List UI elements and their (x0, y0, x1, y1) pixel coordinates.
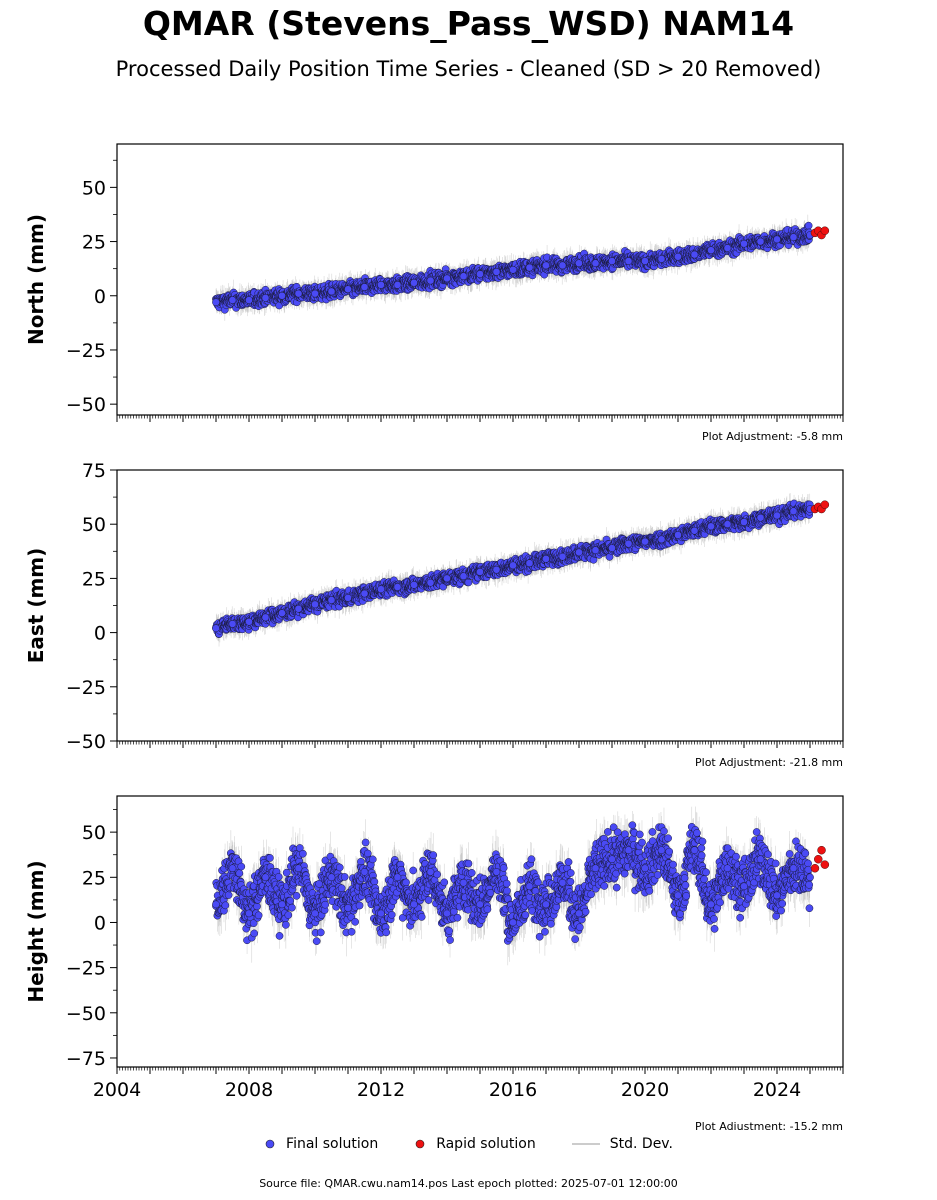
final-point (525, 263, 534, 272)
final-point (773, 235, 781, 244)
final-point (212, 298, 220, 307)
final-point (624, 257, 633, 265)
y-tick-label: −25 (66, 340, 106, 362)
final-points-0 (212, 221, 814, 314)
final-point (558, 261, 567, 270)
y-tick-label: −50 (66, 394, 106, 416)
final-point (459, 272, 468, 281)
final-point (789, 233, 798, 242)
final-point (360, 283, 369, 291)
final-point (575, 259, 583, 268)
final-point (542, 261, 550, 270)
chart-title: QMAR (Stevens_Pass_WSD) NAM14 (142, 4, 795, 43)
final-point (723, 244, 732, 252)
final-point (393, 281, 402, 289)
y-tick-label: 50 (82, 177, 106, 199)
final-point (509, 265, 517, 274)
final-point (228, 296, 237, 304)
final-point (608, 257, 616, 265)
final-point (311, 289, 319, 298)
final-point (294, 289, 303, 298)
y-axis-label: North (mm) (24, 214, 48, 345)
plot-area-0 (212, 214, 830, 321)
final-point (443, 274, 451, 283)
final-point (261, 294, 270, 302)
final-point (245, 296, 253, 304)
final-point (476, 270, 484, 278)
final-point (674, 252, 682, 261)
rapid-points-0 (810, 226, 830, 240)
plot-area-1 (212, 493, 830, 647)
final-point (278, 291, 286, 300)
y-tick-label: 0 (94, 286, 106, 308)
final-point (327, 287, 336, 296)
chart-panels: −50 −25 0 25 50 North (mm) Plot Adjustment: -5… (24, 143, 844, 1130)
final-point (344, 285, 352, 294)
plot-adjustment: Plot Adjustment: -5.8 mm (702, 430, 843, 443)
final-point (756, 237, 765, 246)
final-point (707, 246, 715, 255)
final-point (377, 281, 385, 289)
final-point (641, 257, 649, 265)
rapid-point (820, 226, 830, 235)
final-point (657, 255, 666, 263)
y-tick-label: 25 (82, 232, 106, 254)
chart-subtitle: Processed Daily Position Time Series - C… (115, 57, 822, 81)
final-point (410, 278, 418, 287)
panel-0: −50 −25 0 25 50 North (mm) Plot Adjustment: -5… (24, 143, 844, 443)
final-point (492, 268, 501, 276)
final-point (740, 239, 748, 248)
final-point (591, 259, 600, 268)
final-point (426, 276, 435, 285)
final-point (804, 221, 813, 230)
final-point (690, 250, 699, 259)
